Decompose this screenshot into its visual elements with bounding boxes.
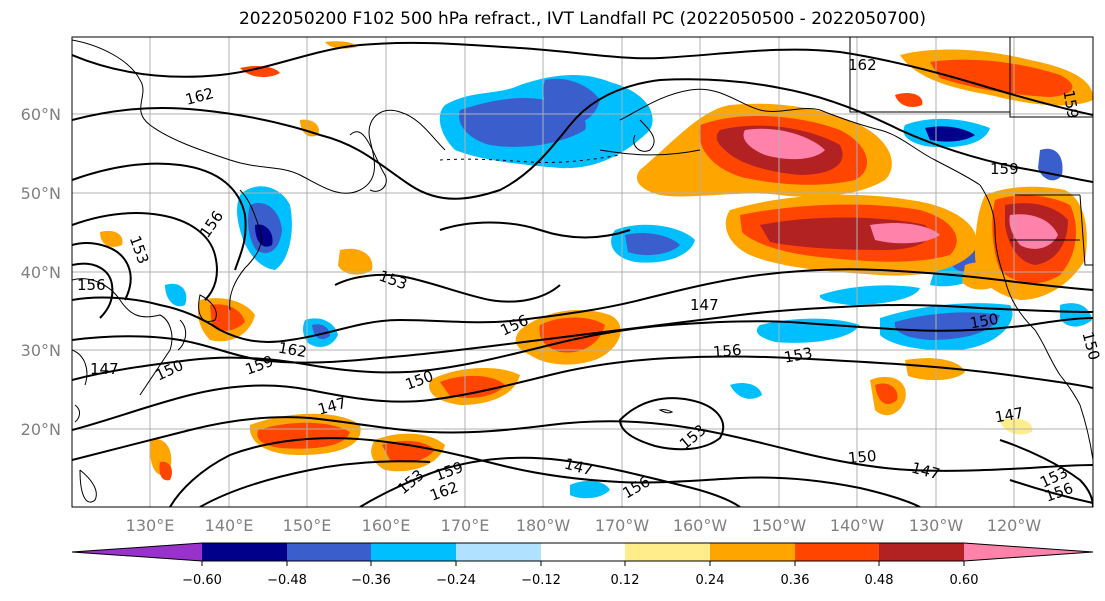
- colorbar-segment: [456, 543, 541, 561]
- contour-label: 162: [848, 56, 877, 74]
- colorbar-tick-label: −0.36: [351, 573, 391, 588]
- contour-label: 159: [990, 160, 1019, 178]
- colorbar-tick-label: 0.60: [950, 573, 979, 588]
- coastlines: [72, 37, 1093, 503]
- lon-label: 160°E: [362, 516, 411, 535]
- colorbar-tick-label: −0.60: [182, 573, 222, 588]
- lon-label: 170°W: [595, 516, 650, 535]
- colorbar: −0.60 −0.48 −0.36 −0.24 −0.12 0.12 0.24 …: [71, 542, 1094, 588]
- map-title: 2022050200 F102 500 hPa refract., IVT La…: [238, 9, 926, 29]
- colorbar-tick-label: −0.48: [267, 573, 307, 588]
- contour-label: 147: [993, 404, 1024, 427]
- lon-label: 150°E: [283, 516, 332, 535]
- gridlines: [72, 37, 1093, 507]
- contour-label: 159: [1059, 89, 1082, 120]
- colorbar-segment: [625, 543, 710, 561]
- colorbar-tick-label: 0.48: [865, 573, 894, 588]
- contour-label: 150: [968, 310, 999, 333]
- colorbar-segment: [795, 543, 879, 561]
- colorbar-segment: [879, 543, 964, 561]
- lat-label: 40°N: [21, 263, 61, 282]
- colorbar-segment: [541, 543, 625, 561]
- contour-label: 147: [690, 296, 719, 314]
- colorbar-segment: [202, 543, 287, 561]
- contour-label: 153: [783, 344, 814, 367]
- contour-label: 150: [847, 447, 877, 467]
- contour-label: 156: [712, 341, 742, 361]
- colorbar-tick-label: 0.24: [696, 573, 725, 588]
- lat-label: 30°N: [21, 341, 61, 360]
- colorbar-tick-label: −0.12: [521, 573, 561, 588]
- plot-frame: [71, 36, 1094, 508]
- colorbar-tick-label: 0.12: [611, 573, 640, 588]
- latitude-labels: 60°N 50°N 40°N 30°N 20°N: [21, 105, 61, 439]
- colorbar-segment: [72, 543, 202, 561]
- lat-label: 50°N: [21, 184, 61, 203]
- lon-label: 140°W: [830, 516, 885, 535]
- contour-label: 162: [277, 339, 308, 362]
- lat-label: 60°N: [21, 105, 61, 124]
- colorbar-tick-label: −0.24: [436, 573, 476, 588]
- colorbar-segment: [964, 543, 1093, 561]
- lat-label: 20°N: [21, 420, 61, 439]
- height-contours: [72, 41, 1093, 507]
- lon-label: 130°W: [909, 516, 964, 535]
- lon-label: 160°W: [673, 516, 728, 535]
- lon-label: 140°E: [205, 516, 254, 535]
- contour-label: 156: [77, 276, 106, 294]
- lon-label: 180°W: [516, 516, 571, 535]
- lon-label: 130°E: [126, 516, 175, 535]
- colorbar-segment: [710, 543, 795, 561]
- longitude-labels: 130°E 140°E 150°E 160°E 170°E 180°W 170°…: [126, 516, 1042, 535]
- colorbar-tick-label: 0.36: [781, 573, 810, 588]
- colorbar-segment: [287, 543, 371, 561]
- colorbar-segment: [371, 543, 456, 561]
- lon-label: 120°W: [987, 516, 1042, 535]
- lon-label: 170°E: [441, 516, 490, 535]
- lon-label: 150°W: [752, 516, 807, 535]
- contour-label: 147: [90, 360, 119, 378]
